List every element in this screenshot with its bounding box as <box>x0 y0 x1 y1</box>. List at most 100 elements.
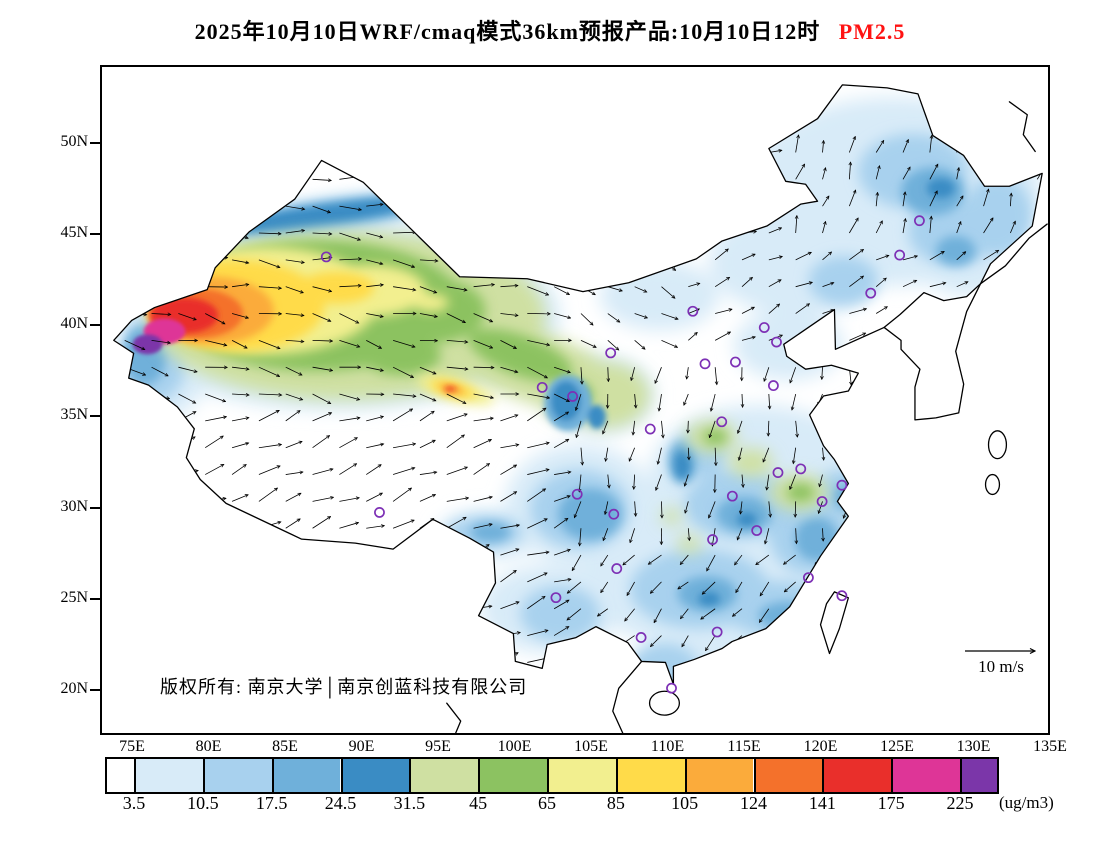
colorbar-tick-label: 31.5 <box>393 793 426 813</box>
x-axis-label: 115E <box>727 738 761 755</box>
colorbar-tick-label: 45 <box>469 793 488 813</box>
myanmar-coast <box>446 702 462 733</box>
colorbar-segment <box>409 759 479 792</box>
colorbar-tick-label: 24.5 <box>324 793 357 813</box>
city-marker <box>611 563 623 575</box>
city-marker <box>635 632 647 643</box>
city-marker <box>536 381 548 393</box>
title-pollutant: PM2.5 <box>838 19 906 44</box>
colorbar-segment <box>684 759 754 792</box>
city-marker <box>758 322 770 333</box>
city-marker <box>644 423 656 435</box>
copyright-text: 版权所有: 南京大学│南京创蓝科技有限公司 <box>160 677 528 697</box>
colorbar-tick-label: 225 <box>946 793 974 813</box>
colorbar-segment <box>753 759 823 792</box>
figure-title: 2025年10月10日WRF/cmaq模式36km预报产品:10月10日12时 … <box>0 14 1100 46</box>
colorbar-segment <box>615 759 685 792</box>
city-marker <box>608 508 620 520</box>
colorbar-tick-label: 10.5 <box>187 793 219 813</box>
city-marker <box>772 467 784 478</box>
city-marker <box>771 336 782 348</box>
map-canvas <box>113 84 1048 733</box>
y-axis-tick <box>90 506 100 509</box>
city-marker <box>816 496 828 507</box>
colorbar-segment <box>891 759 960 792</box>
colorbar-segment <box>960 759 997 792</box>
colorbar-segment <box>822 759 892 792</box>
coastlines-borders <box>113 84 1048 733</box>
japan-island-2 <box>984 473 1001 496</box>
x-axis-label: 75E <box>119 738 145 755</box>
city-marker <box>605 347 617 359</box>
city-marker <box>836 590 848 602</box>
x-axis-label: 120E <box>803 738 838 755</box>
x-axis-label: 80E <box>195 738 222 755</box>
y-axis-label: 50N <box>60 133 88 150</box>
x-axis-label: 95E <box>425 738 451 755</box>
vietnam-coast <box>612 660 643 733</box>
japan-island <box>987 430 1008 460</box>
city-marker <box>716 416 728 428</box>
colorbar-tick-label: 17.5 <box>255 793 288 813</box>
y-axis-tick <box>90 324 100 327</box>
city-markers <box>320 215 925 694</box>
x-axis-label: 130E <box>956 738 991 755</box>
city-marker <box>550 592 562 604</box>
x-axis-label: 105E <box>574 738 608 755</box>
colorbar-segment <box>107 759 134 792</box>
colorbar <box>105 757 999 794</box>
city-marker <box>711 626 723 638</box>
y-axis-label: 30N <box>60 497 88 515</box>
y-axis-tick <box>90 142 100 144</box>
y-axis-tick <box>90 233 100 236</box>
city-marker <box>894 249 906 261</box>
taiwan-coast <box>819 591 850 655</box>
wind-reference: 10 m/s <box>958 645 1044 677</box>
city-marker <box>836 479 848 491</box>
city-marker <box>699 358 711 370</box>
city-marker <box>726 490 738 502</box>
x-axis-label: 85E <box>272 738 298 755</box>
city-marker <box>802 572 814 584</box>
colorbar-segment <box>340 759 410 792</box>
colorbar-tick-label: 3.5 <box>122 793 146 813</box>
colorbar-segment <box>202 759 272 792</box>
x-axis-label: 90E <box>348 738 375 755</box>
y-axis-tick <box>90 688 100 691</box>
wind-reference-arrow <box>965 645 1043 657</box>
city-marker <box>571 488 583 500</box>
x-axis-label: 125E <box>880 738 914 755</box>
city-marker <box>795 463 807 475</box>
china-border <box>113 84 1043 685</box>
x-axis-label: 100E <box>497 738 532 755</box>
title-text: 2025年10月10日WRF/cmaq模式36km预报产品:10月10日12时 <box>194 19 821 44</box>
korea-coast <box>883 283 982 421</box>
city-marker <box>687 305 699 317</box>
city-marker <box>914 215 925 227</box>
colorbar-tick-label: 85 <box>606 793 625 813</box>
city-marker <box>374 507 385 518</box>
x-axis-label: 135E <box>1033 738 1067 755</box>
colorbar-tick-label: 105 <box>671 793 699 813</box>
russia-coast <box>979 223 1048 285</box>
colorbar-tick-label: 124 <box>740 793 767 813</box>
city-marker <box>666 682 677 694</box>
y-axis-tick <box>90 597 100 600</box>
hainan-coast <box>648 690 681 716</box>
colorbar-tick-label: 141 <box>808 793 836 813</box>
okhotsk-coast <box>1008 101 1036 153</box>
colorbar-tick-label: 175 <box>877 793 905 813</box>
city-marker <box>567 391 579 402</box>
y-axis-label: 20N <box>60 679 88 697</box>
y-axis-label: 45N <box>60 224 88 242</box>
map-frame: 版权所有: 南京大学│南京创蓝科技有限公司 10 m/s <box>100 65 1050 735</box>
y-axis-label: 40N <box>60 315 88 333</box>
y-axis-label: 35N <box>60 406 88 424</box>
colorbar-segment <box>134 759 203 792</box>
x-axis-label: 110E <box>650 738 685 755</box>
city-marker <box>767 380 779 392</box>
city-marker <box>730 356 741 368</box>
y-axis-tick <box>90 415 100 418</box>
colorbar-segment <box>547 759 616 792</box>
